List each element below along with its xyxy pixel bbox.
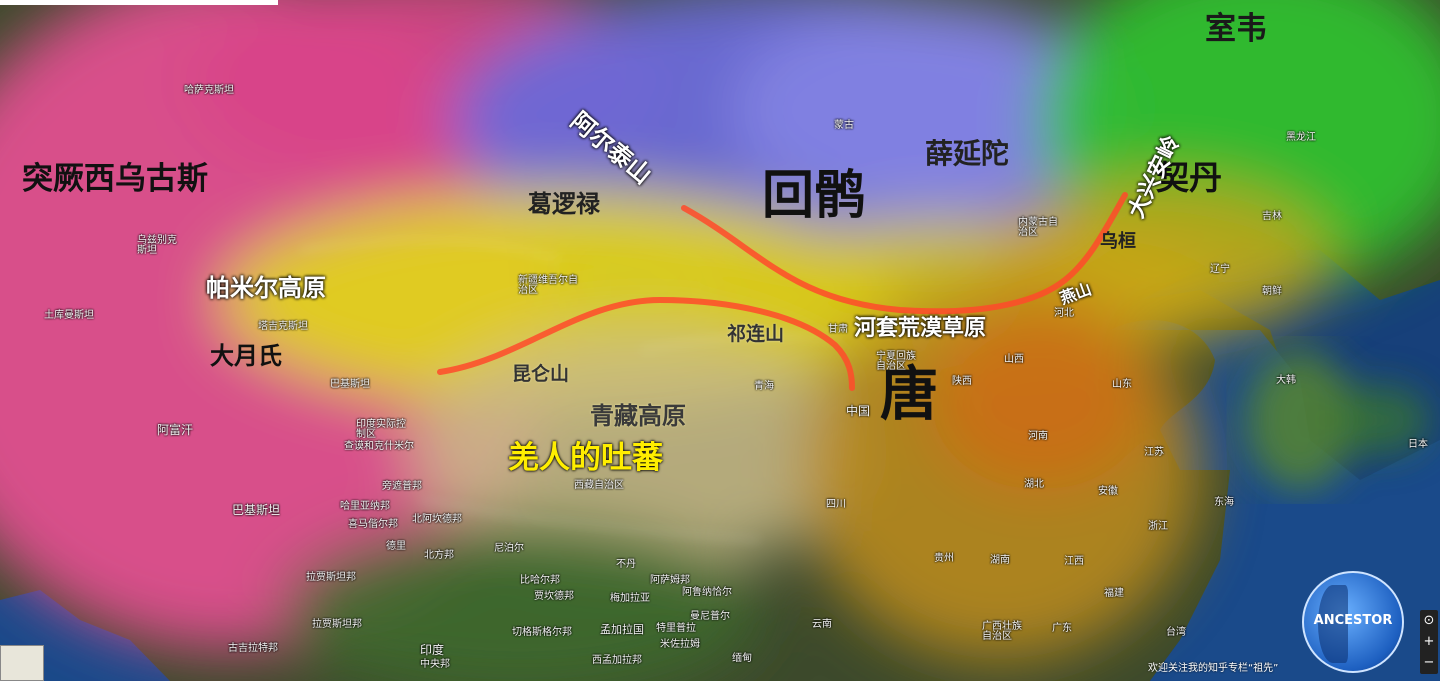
label-kazakhstan: 哈萨克斯坦 — [184, 85, 234, 96]
label-delhi: 德里 — [386, 541, 406, 552]
label-jharkhand: 贾坎德邦 — [534, 591, 574, 602]
ancestor-logo: ANCESTOR — [1302, 571, 1404, 673]
label-guangdong: 广东 — [1052, 623, 1072, 634]
label-meghalaya: 梅加拉亚 — [610, 593, 650, 604]
label-japan: 日本 — [1408, 439, 1428, 450]
label-china: 中国 — [846, 404, 871, 418]
label-manipur: 曼尼普尔 — [690, 611, 730, 622]
label-uttarakhand: 北阿坎德邦 — [412, 514, 462, 525]
label-himachal: 喜马偕尔邦 — [348, 519, 398, 530]
label-jammu: 查谟和克什米尔 — [344, 441, 414, 452]
label-ningxia: 宁夏回族自治区 — [876, 351, 916, 372]
label-fujian: 福建 — [1104, 588, 1124, 599]
label-uzbekistan: 乌兹别克斯坦 — [137, 235, 177, 256]
label-hunan: 湖南 — [990, 555, 1010, 566]
zoom-controls: ⊙ + − — [1420, 610, 1438, 674]
label-zhejiang: 浙江 — [1148, 521, 1168, 532]
zoom-in-button[interactable]: + — [1423, 634, 1435, 649]
label-guangxi: 广西壮族自治区 — [982, 621, 1022, 642]
label-qilian: 祁连山 — [727, 323, 785, 345]
label-gansu: 甘肃 — [828, 324, 848, 335]
footer-caption: 欢迎关注我的知乎专栏“祖先” — [1148, 663, 1279, 674]
route-south — [437, 296, 855, 391]
label-jiangsu: 江苏 — [1144, 447, 1164, 458]
route-north — [681, 192, 1128, 315]
label-bhutan: 不丹 — [616, 559, 636, 570]
label-tajikistan: 塔吉克斯坦 — [258, 321, 308, 332]
label-anhui: 安徽 — [1098, 486, 1118, 497]
label-rajasthan: 拉贾斯坦邦 — [306, 572, 356, 583]
label-henan: 河南 — [1028, 431, 1048, 442]
label-gujarat: 古吉拉特邦 — [228, 643, 278, 654]
region-tang: 唐 — [880, 360, 939, 428]
label-mongolia: 蒙古 — [834, 120, 854, 131]
label-guizhou: 贵州 — [934, 553, 954, 564]
label-sichuan: 四川 — [826, 499, 846, 510]
label-inner-mongolia: 内蒙古自治区 — [1018, 217, 1058, 238]
label-bihar: 比哈尔邦 — [520, 575, 560, 586]
label-myanmar: 缅甸 — [732, 653, 752, 664]
region-karluk: 葛逻禄 — [528, 190, 600, 218]
label-nepal: 尼泊尔 — [494, 543, 524, 554]
label-bangladesh: 孟加拉国 — [600, 623, 644, 636]
label-qinghai-tibet: 青藏高原 — [590, 402, 686, 430]
label-kunlun: 昆仑山 — [512, 363, 570, 385]
region-khitan: 契丹 — [1156, 158, 1222, 197]
label-middle: 中央邦 — [420, 659, 450, 670]
label-afghanistan: 阿富汗 — [157, 423, 194, 437]
label-hubei: 湖北 — [1024, 479, 1044, 490]
region-xueyantuo: 薛延陀 — [925, 137, 1010, 170]
label-tibet: 西藏自治区 — [574, 480, 624, 491]
compass-icon[interactable]: ⊙ — [1423, 613, 1435, 628]
logo-text: ANCESTOR — [1313, 613, 1393, 628]
label-pamir: 帕米尔高原 — [206, 274, 326, 302]
label-east-sea: 东海 — [1214, 497, 1234, 508]
label-yunnan: 云南 — [812, 619, 832, 630]
region-qiang-tubo: 羌人的吐蕃 — [508, 440, 663, 476]
minimap-thumbnail[interactable] — [0, 645, 44, 681]
label-pakistan: 巴基斯坦 — [232, 503, 281, 517]
label-liaoning: 辽宁 — [1210, 264, 1230, 275]
label-uttar: 北方邦 — [424, 550, 454, 561]
label-korea: 朝鲜 — [1262, 286, 1282, 297]
label-maharashtra: 切格斯格尔邦 — [512, 627, 572, 638]
label-jilin: 吉林 — [1262, 211, 1282, 222]
label-haryana: 哈里亚纳邦 — [340, 501, 390, 512]
label-india: 印度 — [420, 643, 445, 657]
label-jiangxi: 江西 — [1064, 556, 1084, 567]
label-mizoram: 米佐拉姆 — [660, 639, 700, 650]
region-shiwei: 室韦 — [1205, 11, 1267, 47]
image-edge-strip — [0, 0, 278, 5]
label-hetao: 河套荒漠草原 — [854, 316, 987, 341]
label-shandong: 山东 — [1112, 379, 1132, 390]
label-west-bengal: 西孟加拉邦 — [592, 655, 642, 666]
label-hebei: 河北 — [1054, 308, 1074, 319]
label-kashmir: 印度实际控制区 — [356, 419, 406, 440]
label-tripura: 特里普拉 — [656, 623, 696, 634]
region-wuhuan: 乌桓 — [1100, 231, 1136, 252]
label-heilongjiang: 黑龙江 — [1286, 132, 1316, 143]
label-qinghai: 青海 — [754, 381, 774, 392]
label-xinjiang: 新疆维吾尔自治区 — [518, 275, 578, 296]
label-punjab: 旁遮普邦 — [382, 481, 422, 492]
label-arunachal: 阿鲁纳恰尔 — [682, 587, 732, 598]
label-assam: 阿萨姆邦 — [650, 575, 690, 586]
region-yuezhi: 大月氏 — [210, 342, 282, 370]
label-taiwan: 台湾 — [1166, 627, 1186, 638]
label-shanxi: 山西 — [1004, 354, 1024, 365]
zoom-out-button[interactable]: − — [1423, 655, 1435, 670]
label-south-korea: 大韩 — [1276, 375, 1296, 386]
label-pakistan-a: 巴基斯坦 — [330, 379, 370, 390]
label-turkmenistan: 土库曼斯坦 — [44, 310, 94, 321]
region-uyghur: 回鹘 — [762, 166, 867, 226]
label-shaanxi: 陕西 — [952, 376, 972, 387]
label-rajasthan-2: 拉贾斯坦邦 — [312, 619, 362, 630]
profile-silhouette-icon — [1318, 585, 1348, 663]
region-western-turks: 突厥西乌古斯 — [22, 161, 208, 197]
